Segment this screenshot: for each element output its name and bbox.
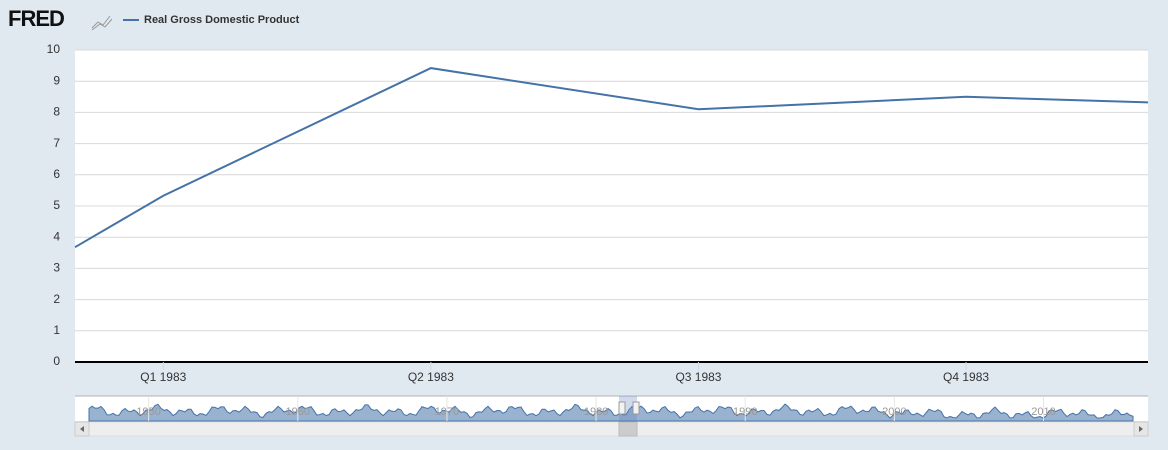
navigator-series	[88, 403, 1134, 422]
navigator-label: 2010	[1031, 406, 1055, 418]
scrollbar-track[interactable]	[74, 421, 1149, 437]
y-tick-label: 5	[53, 198, 60, 212]
y-tick-label: 6	[53, 167, 60, 181]
y-tick-label: 2	[53, 292, 60, 306]
scroll-right-arrow	[1139, 426, 1143, 432]
navigator-label: 1990	[733, 406, 757, 418]
navigator-label: 1960	[286, 406, 310, 418]
scrollbar-thumb[interactable]	[618, 421, 638, 437]
x-tick-label: Q3 1983	[675, 370, 721, 384]
x-tick-label: Q1 1983	[140, 370, 186, 384]
navigator-label: 2000	[882, 406, 906, 418]
y-tick-label: 0	[53, 354, 60, 368]
legend-label[interactable]: Real Gross Domestic Product	[144, 14, 300, 26]
y-tick-label: 9	[53, 73, 60, 87]
navigator-handle[interactable]	[618, 401, 626, 415]
y-tick-label: 3	[53, 261, 60, 275]
y-tick-label: 7	[53, 136, 60, 150]
navigator-label: 1970	[435, 406, 459, 418]
navigator-label: 1950	[136, 406, 160, 418]
series-line	[74, 67, 1149, 249]
navigator-handle[interactable]	[632, 401, 640, 415]
logo-icon	[91, 15, 113, 31]
y-tick-label: 4	[53, 229, 60, 243]
y-tick-label: 10	[47, 42, 61, 56]
y-tick-label: 8	[53, 105, 60, 119]
logo: FRED	[8, 6, 64, 31]
navigator-label: 1980	[584, 406, 608, 418]
x-tick-label: Q2 1983	[408, 370, 454, 384]
scroll-left-arrow	[80, 426, 84, 432]
x-tick-label: Q4 1983	[943, 370, 989, 384]
y-tick-label: 1	[53, 323, 60, 337]
